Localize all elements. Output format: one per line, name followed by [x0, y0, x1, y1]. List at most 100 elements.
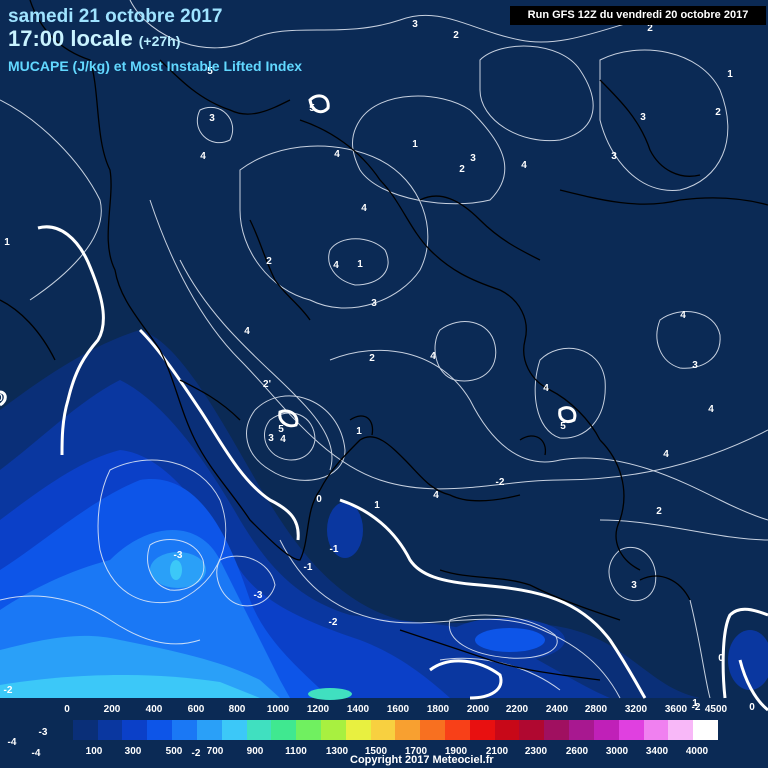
legend-bottom-tick: 1500	[364, 746, 388, 757]
contour-line	[216, 555, 276, 607]
legend-swatch	[97, 720, 123, 740]
legend-swatch	[246, 720, 272, 740]
zero-contour-tiny	[0, 390, 7, 407]
legend-top-tick: 1400	[346, 704, 370, 715]
contour-label: -2	[692, 702, 701, 713]
cape-cell-se	[728, 630, 768, 690]
run-label: Run GFS 12Z du vendredi 20 octobre 2017	[510, 6, 766, 25]
contour-label: -3	[39, 727, 48, 738]
contour-label: 0	[0, 393, 3, 404]
coastline	[29, 0, 321, 561]
contour-line	[149, 199, 768, 490]
contour-label: -3	[254, 590, 263, 601]
contour-label: -2	[192, 748, 201, 759]
zero-contours	[0, 94, 768, 712]
legend-top-tick: 1600	[386, 704, 410, 715]
color-legend: 0 200 400 600 800 1000 1200 1400 1600 1800 2000 220…	[0, 698, 768, 768]
contour-label: 1	[356, 426, 362, 437]
contour-line	[434, 321, 497, 382]
legend-bottom-tick: 4000	[685, 746, 709, 757]
legend-top-tick: 800	[228, 704, 246, 715]
contour-line	[246, 395, 346, 481]
contour-line	[352, 95, 506, 205]
legend-top-tick: 4500	[704, 704, 728, 715]
legend-top-tick: 1200	[306, 704, 330, 715]
contour-label: 4	[708, 404, 714, 415]
contour-label: 3	[692, 360, 698, 371]
contour-line	[147, 539, 205, 591]
cape-cell-core	[170, 560, 182, 580]
legend-swatch	[494, 720, 520, 740]
zero-contour-center	[339, 498, 647, 699]
coastline	[349, 415, 374, 436]
contour-line	[179, 259, 333, 471]
coastline	[639, 575, 691, 601]
contour-line	[196, 106, 234, 144]
contour-line	[329, 349, 768, 521]
contour-label: 4	[333, 260, 339, 271]
contour-label: 5	[207, 66, 213, 77]
contour-label: 4	[680, 310, 686, 321]
contour-line	[448, 614, 558, 659]
legend-top-tick: 200	[103, 704, 121, 715]
contour-line	[534, 347, 606, 439]
zero-contour-small2	[558, 406, 577, 424]
contour-label: 4	[361, 203, 367, 214]
legend-top-tick: 1800	[426, 704, 450, 715]
zero-contour-east	[721, 607, 768, 699]
contour-label: 2	[369, 353, 375, 364]
contour-line	[0, 595, 201, 645]
coastline	[439, 569, 621, 621]
contour-label: 4	[433, 490, 439, 501]
legend-swatch	[147, 720, 173, 740]
legend-top-tick: 2800	[584, 704, 608, 715]
legend-top-tick: 2000	[466, 704, 490, 715]
legend-swatch	[668, 720, 694, 740]
coastline	[249, 219, 311, 321]
contour-label: 4	[244, 326, 250, 337]
contour-label: 5	[278, 424, 284, 435]
contour-label: 2	[266, 256, 272, 267]
contour-label: 2	[715, 107, 721, 118]
title-block: samedi 21 octobre 2017 17:00 locale (+27h…	[8, 6, 302, 74]
legend-bottom-tick: 2600	[565, 746, 589, 757]
coastline	[599, 439, 641, 571]
legend-swatch	[569, 720, 595, 740]
contour-label: -2	[4, 685, 13, 696]
legend-bottom-tick: 3400	[645, 746, 669, 757]
legend-swatch	[693, 720, 719, 740]
contour-label: 1	[727, 69, 733, 80]
forecast-date: samedi 21 octobre 2017	[8, 6, 223, 27]
contour-label: 3	[631, 580, 637, 591]
legend-top-tick: 400	[145, 704, 163, 715]
legend-swatch	[593, 720, 620, 740]
coastline	[0, 299, 56, 361]
contour-line	[479, 45, 594, 142]
zero-contour-south	[429, 659, 503, 700]
parameter-title: MUCAPE (J/kg) et Most Instable Lifted In…	[8, 58, 303, 74]
legend-swatch	[172, 720, 198, 740]
legend-swatch	[345, 720, 372, 740]
forecast-time-value: 17:00 locale	[8, 26, 133, 51]
contour-label: -4	[32, 748, 41, 759]
coastline	[299, 119, 501, 291]
legend-bottom-tick: 100	[85, 746, 103, 757]
cape-cell-adriatic	[327, 502, 363, 558]
legend-top-tick: 3600	[664, 704, 688, 715]
legend-top-tick: 600	[187, 704, 205, 715]
contour-label: -3	[174, 550, 183, 561]
contour-label: 1	[374, 500, 380, 511]
contour-label: 2'	[263, 379, 271, 390]
contour-label: 4	[200, 151, 206, 162]
contour-label: 1	[692, 698, 698, 709]
legend-swatch	[122, 720, 148, 740]
legend-swatch	[420, 720, 446, 740]
contour-label: -4	[8, 737, 17, 748]
legend-bottom-tick: 2100	[485, 746, 509, 757]
legend-swatch	[445, 720, 471, 740]
coastline	[559, 189, 768, 206]
coastline	[319, 436, 521, 502]
coastline	[599, 79, 701, 177]
contour-label: 4	[521, 160, 527, 171]
